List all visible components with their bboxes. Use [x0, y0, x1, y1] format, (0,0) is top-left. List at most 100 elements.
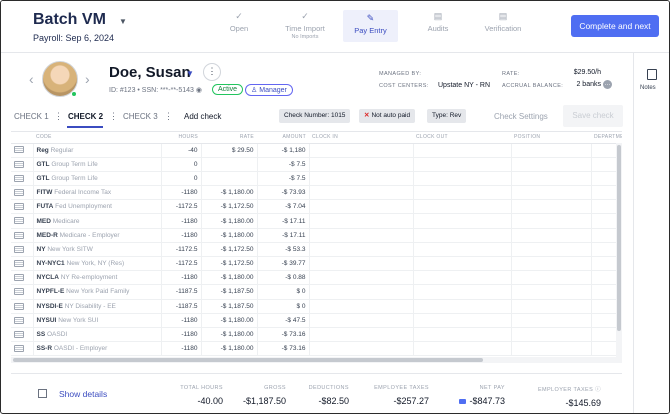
row-detail-icon[interactable] — [14, 330, 24, 338]
type-pill[interactable]: Type: Rev — [427, 109, 467, 123]
table-row[interactable]: NY New York SITW -1172.5 -$ 1,172.50 -$ 53.… — [11, 242, 622, 258]
more-icon[interactable]: … — [603, 80, 612, 89]
cell-clock-out[interactable] — [413, 313, 512, 328]
cell-code[interactable]: FUTA Fed Unemployment — [33, 199, 162, 215]
col-department[interactable]: DEPARTMENT — [591, 132, 622, 144]
cell-clock-in[interactable] — [309, 143, 414, 158]
cell-clock-in[interactable] — [309, 341, 414, 357]
cell-code[interactable]: NYPFL-E New York Paid Family — [33, 284, 162, 300]
table-row[interactable]: MED-R Medicare - Employer -1180 -$ 1,180.0… — [11, 228, 622, 243]
eye-icon[interactable]: ◉ — [195, 87, 203, 94]
step-verification[interactable]: ▤ Verification — [484, 11, 522, 33]
cell-code[interactable]: GTL Group Term Life — [33, 157, 162, 172]
cell-clock-out[interactable] — [413, 143, 512, 158]
expand-icon[interactable] — [38, 389, 47, 398]
complete-and-next-button[interactable]: Complete and next — [571, 15, 659, 37]
cell-hours[interactable]: 0 — [161, 171, 202, 187]
cell-position[interactable] — [511, 327, 592, 343]
cell-rate[interactable]: -$ 1,180.00 — [201, 327, 258, 343]
cell-amount[interactable]: -$ 73.16 — [257, 341, 310, 357]
cell-code[interactable]: GTL Group Term Life — [33, 171, 162, 187]
table-row[interactable]: SS OASDI -1180 -$ 1,180.00 -$ 73.16 — [11, 327, 622, 343]
cell-position[interactable] — [511, 171, 592, 187]
cell-clock-out[interactable] — [413, 242, 512, 258]
cell-position[interactable] — [511, 270, 592, 286]
row-detail-icon[interactable] — [14, 231, 24, 239]
cell-amount[interactable]: -$ 7.5 — [257, 157, 310, 172]
cell-amount[interactable]: -$ 73.93 — [257, 185, 310, 201]
row-detail-icon[interactable] — [14, 189, 24, 197]
check-number-pill[interactable]: Check Number: 1015 — [279, 109, 351, 123]
cell-clock-in[interactable] — [309, 256, 414, 272]
auto-paid-pill[interactable]: ✕ Not auto paid — [359, 109, 416, 123]
cell-clock-out[interactable] — [413, 341, 512, 357]
cell-amount[interactable]: -$ 73.16 — [257, 327, 310, 343]
cell-amount[interactable]: $ 0 — [257, 284, 310, 300]
cell-hours[interactable]: -1187.5 — [161, 299, 202, 314]
row-detail-icon[interactable] — [14, 302, 24, 310]
cell-clock-in[interactable] — [309, 299, 414, 314]
kebab-icon[interactable]: ⋮ — [54, 111, 63, 121]
cell-position[interactable] — [511, 228, 592, 243]
scroll-thumb[interactable] — [617, 145, 621, 331]
cell-clock-out[interactable] — [413, 327, 512, 343]
cell-position[interactable] — [511, 299, 592, 314]
cell-clock-in[interactable] — [309, 284, 414, 300]
vertical-scrollbar[interactable] — [616, 143, 622, 357]
cell-hours[interactable]: -1180 — [161, 270, 202, 286]
row-detail-icon[interactable] — [14, 146, 24, 154]
cell-clock-in[interactable] — [309, 199, 414, 215]
table-row[interactable]: FITW Federal Income Tax -1180 -$ 1,180.00-… — [11, 185, 622, 201]
cell-code[interactable]: SS-R OASDI - Employer — [33, 341, 162, 357]
cell-rate[interactable] — [201, 171, 258, 187]
cell-hours[interactable]: -1180 — [161, 341, 202, 357]
cell-hours[interactable]: -1180 — [161, 213, 202, 229]
cell-hours[interactable]: -1180 — [161, 327, 202, 343]
cell-amount[interactable]: -$ 39.77 — [257, 256, 310, 272]
cell-rate[interactable]: -$ 1,172.50 — [201, 199, 258, 215]
notes-label[interactable]: Notes — [640, 85, 656, 91]
cell-hours[interactable]: -1187.5 — [161, 284, 202, 300]
cell-clock-out[interactable] — [413, 157, 512, 172]
cell-code[interactable]: Reg Regular — [33, 143, 162, 158]
cell-amount[interactable]: -$ 53.3 — [257, 242, 310, 258]
cell-rate[interactable]: -$ 1,172.50 — [201, 242, 258, 258]
cell-clock-out[interactable] — [413, 228, 512, 243]
scroll-thumb[interactable] — [13, 358, 483, 362]
notes-icon[interactable] — [647, 69, 657, 80]
horizontal-scrollbar[interactable] — [11, 357, 622, 363]
cell-clock-out[interactable] — [413, 199, 512, 215]
cell-code[interactable]: SS OASDI — [33, 327, 162, 343]
cell-hours[interactable]: -1172.5 — [161, 242, 202, 258]
cell-amount[interactable]: $ 0 — [257, 299, 310, 314]
cell-hours[interactable]: -1172.5 — [161, 199, 202, 215]
tab-check-3[interactable]: CHECK 3 — [123, 112, 158, 121]
kebab-icon[interactable]: ⋮ — [164, 111, 173, 121]
cell-code[interactable]: NYSUI New York SUI — [33, 313, 162, 328]
table-row[interactable]: NYCLA NY Re-employment -1180 -$ 1,180.00 -$… — [11, 270, 622, 286]
col-clock-out[interactable]: CLOCK OUT — [413, 132, 511, 144]
cell-code[interactable]: NYSDI-E NY Disability - EE — [33, 299, 162, 314]
cell-rate[interactable]: -$ 1,187.50 — [201, 284, 258, 300]
cell-code[interactable]: NY-NYC1 New York, NY (Res) — [33, 256, 162, 272]
table-row[interactable]: NY-NYC1 New York, NY (Res) -1172.5 -$ 1,17… — [11, 256, 622, 272]
show-details-link[interactable]: Show details — [59, 389, 108, 399]
table-row[interactable]: FUTA Fed Unemployment -1172.5 -$ 1,172.50-… — [11, 199, 622, 215]
cell-amount[interactable]: -$ 17.11 — [257, 228, 310, 243]
cell-position[interactable] — [511, 199, 592, 215]
row-detail-icon[interactable] — [14, 345, 24, 353]
cell-amount[interactable]: -$ 7.5 — [257, 171, 310, 187]
row-detail-icon[interactable] — [14, 245, 24, 253]
cell-position[interactable] — [511, 213, 592, 229]
table-row[interactable]: MED Medicare -1180 -$ 1,180.00 -$ 17.11 — [11, 213, 622, 229]
row-detail-icon[interactable] — [14, 217, 24, 225]
col-clock-in[interactable]: CLOCK IN — [309, 132, 413, 144]
save-check-button[interactable]: Save check — [563, 105, 623, 127]
cell-position[interactable] — [511, 242, 592, 258]
check-settings-button[interactable]: Check Settings — [494, 112, 548, 121]
cell-position[interactable] — [511, 284, 592, 300]
cell-hours[interactable]: -1180 — [161, 228, 202, 243]
cell-rate[interactable] — [201, 157, 258, 172]
cell-amount[interactable]: -$ 17.11 — [257, 213, 310, 229]
cell-clock-in[interactable] — [309, 228, 414, 243]
